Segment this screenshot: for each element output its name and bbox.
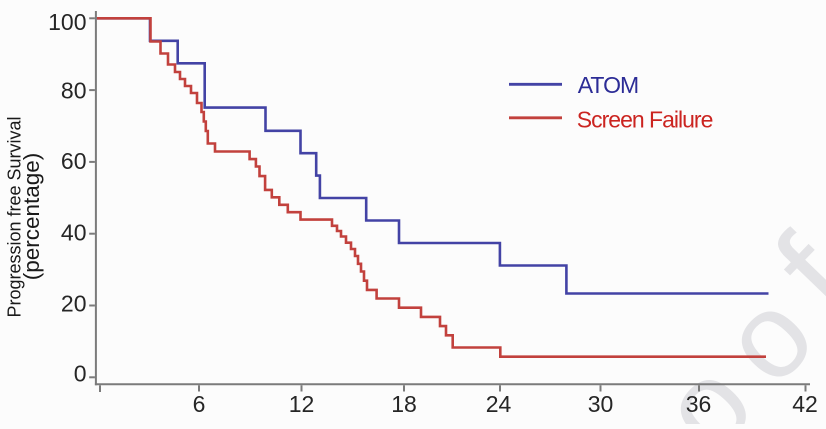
svg-text:20: 20 — [61, 290, 87, 316]
svg-text:24: 24 — [486, 391, 512, 417]
svg-text:(percentage): (percentage) — [19, 153, 44, 281]
svg-text:30: 30 — [588, 391, 614, 417]
svg-text:100: 100 — [48, 9, 86, 35]
svg-text:12: 12 — [289, 391, 315, 417]
svg-text:60: 60 — [61, 148, 87, 174]
svg-text:80: 80 — [61, 77, 87, 103]
svg-text:36: 36 — [686, 391, 712, 417]
svg-text:42: 42 — [792, 391, 818, 417]
svg-text:Screen Failure: Screen Failure — [577, 106, 713, 132]
svg-text:0: 0 — [74, 360, 87, 386]
svg-text:6: 6 — [193, 391, 206, 417]
svg-text:40: 40 — [61, 219, 87, 245]
svg-text:ATOM: ATOM — [578, 72, 638, 98]
svg-text:Progression free Survival: Progression free Survival — [5, 116, 25, 317]
svg-text:18: 18 — [391, 391, 417, 417]
